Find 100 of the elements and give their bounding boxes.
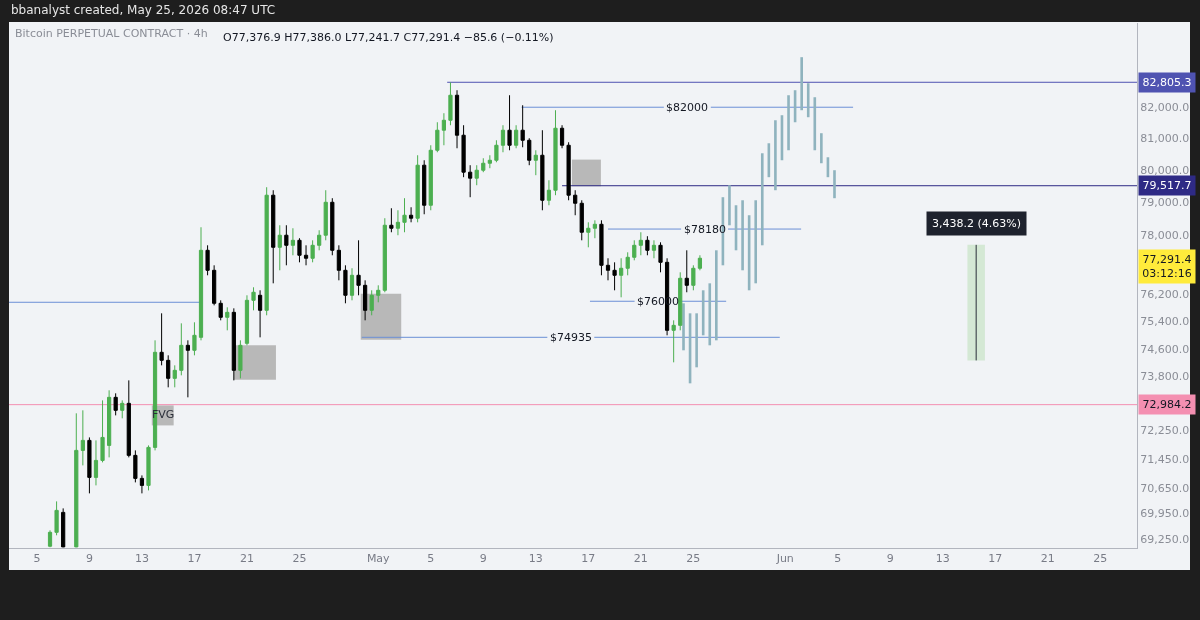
chart-title: Bitcoin PERPETUAL CONTRACT · 4h [15, 26, 208, 40]
candlestick [408, 206, 414, 223]
candlestick [468, 164, 473, 198]
bar [754, 200, 758, 284]
x-tick-label: 13 [528, 552, 543, 566]
x-tick-label: 9 [886, 552, 894, 566]
y-tick-label: 82,000.0 [1140, 101, 1190, 115]
candlestick [47, 529, 53, 548]
bar [774, 120, 777, 191]
x-tick-label: 25 [292, 552, 307, 566]
candlestick [691, 264, 696, 291]
candlestick [330, 197, 335, 256]
candlestick [166, 354, 171, 388]
candlestick [625, 251, 630, 276]
x-tick-label: 5 [834, 552, 842, 566]
candlestick [605, 257, 611, 281]
y-tick-label: 73,800.0 [1140, 370, 1190, 384]
candlestick [592, 219, 597, 239]
bar [833, 170, 836, 199]
bar [813, 97, 817, 151]
candlestick [80, 409, 85, 466]
x-tick-label: 9 [479, 552, 487, 566]
y-tick-label: 79,000.0 [1140, 196, 1190, 210]
candlestick [428, 144, 433, 211]
candlestick [257, 289, 263, 338]
candlestick [579, 199, 584, 241]
candlestick [559, 124, 565, 149]
candlestick [599, 219, 604, 276]
y-tick-label: 70,650.0 [1140, 481, 1190, 495]
candlestick [61, 507, 66, 548]
candlestick [395, 209, 401, 236]
candlestick [343, 264, 348, 304]
text: bbanalyst created, May 25, 2026 08:47 UTC [11, 3, 276, 17]
candlestick [284, 224, 289, 266]
y-tick-label: 71,450.0 [1140, 452, 1190, 466]
candlestick [179, 322, 184, 376]
candlestick [54, 500, 59, 536]
candlestick [120, 399, 125, 419]
series-label: 79,517.7 [1142, 179, 1192, 192]
candlestick [474, 164, 479, 186]
x-tick-label: 9 [85, 552, 93, 566]
y-tick-label: 69,250.0 [1140, 532, 1190, 546]
candlestick [697, 254, 703, 271]
x-tick-label: 25 [1093, 552, 1108, 566]
bar [701, 290, 705, 336]
candlestick [369, 289, 374, 316]
candlestick [244, 294, 250, 346]
candlestick [553, 109, 558, 196]
x-tick-label: 21 [1040, 552, 1055, 566]
candlestick [415, 154, 420, 223]
candlestick [520, 104, 525, 148]
candlestick [658, 241, 663, 273]
x-tick-label: 21 [239, 552, 254, 566]
candlestick [461, 124, 466, 178]
candlestick [566, 141, 571, 201]
candlestick [185, 339, 190, 398]
candlestick [586, 221, 591, 248]
candlestick [297, 237, 302, 263]
candlestick [481, 157, 486, 173]
x-tick-label: May [366, 552, 391, 566]
y-tick-label: 74,600.0 [1140, 342, 1190, 356]
candlestick [218, 299, 223, 321]
x-tick-label: 5 [427, 552, 435, 566]
x-tick-label: 13 [134, 552, 149, 566]
candlestick [678, 271, 683, 331]
x-tick-label: 21 [633, 552, 648, 566]
y-tick-label: 72,250.0 [1140, 424, 1190, 438]
candlestick [349, 267, 355, 301]
candlestick [487, 154, 492, 169]
bar [708, 283, 712, 346]
candlestick [612, 261, 617, 291]
candlestick [645, 235, 650, 256]
x-tick-label: 13 [935, 552, 950, 566]
candlestick [205, 244, 210, 276]
candlestick [507, 94, 512, 151]
y-tick-label: 69,950.0 [1140, 506, 1190, 520]
x-tick-label: Jun [775, 552, 794, 566]
candlestick [619, 257, 624, 298]
candlestick [172, 364, 177, 388]
candlestick [310, 239, 315, 263]
candlestick [540, 129, 545, 211]
y-tick-label: 80,000.0 [1140, 164, 1190, 178]
candlestick [264, 186, 269, 316]
candlestick [303, 244, 309, 266]
candlestick [231, 307, 236, 381]
candlestick [527, 137, 532, 166]
candlestick [290, 227, 296, 256]
candlestick [277, 224, 282, 271]
candlestick [389, 207, 394, 233]
candlestick [271, 189, 276, 284]
candlestick [74, 412, 79, 548]
annotation: 3,438.2 (4.63%) [932, 217, 1022, 230]
candlestick [514, 124, 519, 149]
candlestick [139, 474, 145, 494]
candlestick [100, 399, 105, 463]
candlestick [500, 124, 506, 153]
text: O77,376.9 H77,386.0 L77,241.7 C77,291.4 −85.6 (−0.11%) [223, 31, 554, 44]
candlestick [225, 306, 230, 331]
series-label: 82,805.3 [1142, 76, 1192, 89]
bar [695, 313, 698, 368]
